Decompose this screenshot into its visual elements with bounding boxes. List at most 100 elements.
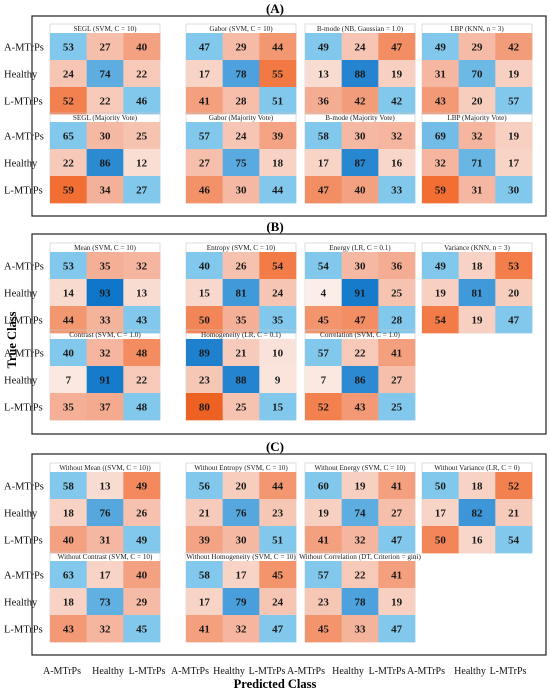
heatmap-cell: [305, 393, 342, 421]
heatmap-cell: [495, 176, 533, 204]
section-frame: [31, 15, 547, 217]
heatmap-cell: [186, 472, 223, 500]
heatmap-cell: [222, 87, 260, 115]
heatmap-cell: [341, 615, 379, 643]
cell-value-label: 26: [136, 508, 148, 520]
heatmap-cell: [378, 122, 416, 150]
heatmap-cell: [259, 33, 297, 61]
cell-value-label: 31: [100, 535, 111, 547]
heatmap-cell: [222, 366, 260, 394]
heatmap-cell: [222, 279, 260, 307]
heatmap-cell: [422, 60, 459, 88]
section-label: (C): [266, 439, 284, 454]
heatmap-cell: [86, 561, 124, 589]
cell-value-label: 9: [275, 375, 281, 387]
cell-value-label: 54: [272, 261, 284, 273]
cell-value-label: 50: [435, 481, 447, 493]
y-axis-title: True Class: [5, 311, 19, 368]
section-frame: [31, 453, 547, 656]
heatmap-cell: [123, 122, 161, 150]
cell-value-label: 47: [391, 42, 403, 54]
row-label: Healthy: [4, 598, 38, 609]
cell-value-label: 30: [355, 261, 367, 273]
heatmap-cell: [259, 60, 297, 88]
cell-value-label: 22: [355, 570, 367, 582]
panel-title: Gabor (Majority Vote): [209, 114, 274, 122]
heatmap-cell: [86, 499, 124, 527]
heatmap-cell: [186, 339, 223, 367]
cell-value-label: 76: [236, 508, 248, 520]
cell-value-label: 29: [136, 597, 148, 609]
cell-value-label: 89: [199, 348, 211, 360]
heatmap-cell: [86, 393, 124, 421]
heatmap-cell: [341, 33, 379, 61]
cell-value-label: 35: [100, 261, 112, 273]
cell-value-label: 39: [272, 131, 284, 143]
cell-value-label: 46: [199, 185, 211, 197]
heatmap-cell: [495, 279, 533, 307]
cell-value-label: 23: [272, 508, 284, 520]
heatmap-cell: [123, 87, 161, 115]
panel-title: Variance (KNN, n = 3): [444, 244, 510, 252]
column-label: L-MTrPs: [129, 666, 166, 677]
cell-value-label: 53: [63, 42, 75, 54]
cell-value-label: 18: [472, 261, 484, 273]
section-label: (B): [266, 219, 283, 234]
cell-value-label: 71: [472, 158, 483, 170]
cell-value-label: 24: [63, 69, 75, 81]
heatmap-cell: [341, 366, 379, 394]
cell-value-label: 23: [318, 597, 330, 609]
cell-value-label: 27: [100, 42, 112, 54]
heatmap-cell: [458, 60, 496, 88]
cell-value-label: 91: [355, 288, 366, 300]
heatmap-cell: [378, 252, 416, 280]
heatmap-cell: [378, 60, 416, 88]
heatmap-cell: [495, 526, 533, 554]
row-label: L-MTrPs: [4, 97, 43, 108]
cell-value-label: 24: [272, 288, 284, 300]
cell-value-label: 40: [63, 348, 75, 360]
cell-value-label: 48: [136, 402, 148, 414]
cell-value-label: 45: [318, 624, 330, 636]
cell-value-label: 60: [318, 481, 330, 493]
heatmap-cell: [458, 87, 496, 115]
cell-value-label: 32: [136, 261, 148, 273]
heatmap-cell: [458, 149, 496, 177]
cell-value-label: 25: [136, 131, 148, 143]
cell-value-label: 58: [63, 481, 75, 493]
cell-value-label: 16: [472, 535, 484, 547]
heatmap-panel: Correlation (SVM, C = 1.0) 57 22 41 7 86 27 52 4…: [304, 329, 416, 421]
heatmap-panel: Mean (SVM, C = 10) 53 35 32 14 93 13 44 33 43: [49, 242, 161, 334]
heatmap-cell: [222, 122, 260, 150]
heatmap-cell: [458, 176, 496, 204]
heatmap-cell: [186, 526, 223, 554]
cell-value-label: 17: [236, 570, 248, 582]
row-label: A-MTrPs: [4, 482, 44, 493]
heatmap-cell: [378, 279, 416, 307]
cell-value-label: 44: [272, 185, 284, 197]
cell-value-label: 28: [391, 315, 403, 327]
cell-value-label: 22: [136, 69, 148, 81]
heatmap-cell: [86, 176, 124, 204]
x-axis-title: Predicted Class: [234, 677, 317, 691]
heatmap-cell: [86, 87, 124, 115]
heatmap-panel: Energy (LR, C = 0.1) 54 30 36 4 91 25 45 47 28: [304, 242, 416, 334]
cell-value-label: 22: [100, 96, 112, 108]
row-label: L-MTrPs: [4, 316, 43, 327]
heatmap-cell: [305, 176, 342, 204]
heatmap-cell: [186, 176, 223, 204]
column-label: L-MTrPs: [369, 666, 406, 677]
panel-title: Without Contrast (SVM, C = 10): [58, 553, 153, 561]
column-label: Healthy: [213, 666, 245, 677]
cell-value-label: 37: [100, 402, 112, 414]
cell-value-label: 52: [63, 96, 75, 108]
heatmap-cell: [422, 279, 459, 307]
heatmap-cell: [259, 499, 297, 527]
heatmap-cell: [259, 149, 297, 177]
cell-value-label: 35: [63, 402, 75, 414]
heatmap-cell: [495, 122, 533, 150]
cell-value-label: 46: [136, 96, 148, 108]
cell-value-label: 40: [63, 535, 75, 547]
cell-value-label: 78: [355, 597, 367, 609]
cell-value-label: 30: [100, 131, 112, 143]
